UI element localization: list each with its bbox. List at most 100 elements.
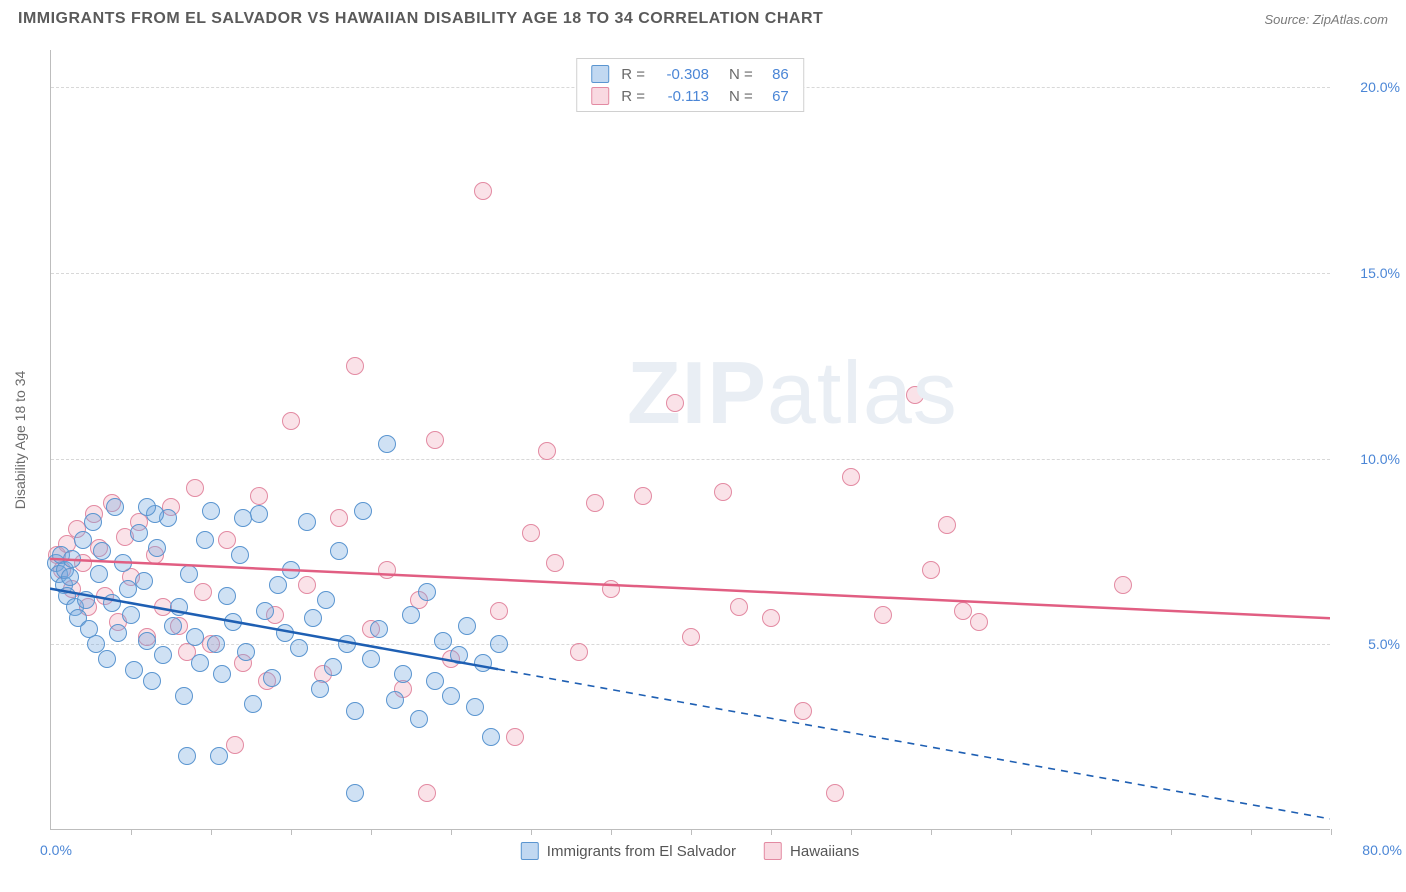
data-point: [311, 680, 329, 698]
data-point: [922, 561, 940, 579]
data-point: [196, 531, 214, 549]
data-point: [63, 550, 81, 568]
n-value-pink: 67: [761, 88, 789, 105]
data-point: [210, 747, 228, 765]
data-point: [826, 784, 844, 802]
data-point: [458, 617, 476, 635]
data-point: [506, 728, 524, 746]
chart-title: IMMIGRANTS FROM EL SALVADOR VS HAWAIIAN …: [18, 10, 823, 28]
data-point: [250, 487, 268, 505]
data-point: [282, 561, 300, 579]
data-point: [426, 431, 444, 449]
legend-series-box: Immigrants from El Salvador Hawaiians: [521, 842, 859, 860]
n-label: N =: [729, 88, 753, 105]
data-point: [218, 587, 236, 605]
data-point: [93, 542, 111, 560]
data-point: [138, 632, 156, 650]
data-point: [122, 606, 140, 624]
data-point: [330, 542, 348, 560]
legend-stats-row-blue: R = -0.308 N = 86: [591, 63, 789, 85]
data-point: [634, 487, 652, 505]
y-tick-label: 15.0%: [1360, 265, 1400, 281]
data-point: [546, 554, 564, 572]
data-point: [226, 736, 244, 754]
x-tick: [451, 829, 452, 835]
x-tick: [1091, 829, 1092, 835]
data-point: [714, 483, 732, 501]
data-point: [143, 672, 161, 690]
data-point: [474, 654, 492, 672]
x-tick: [371, 829, 372, 835]
x-tick: [1251, 829, 1252, 835]
data-point: [324, 658, 342, 676]
data-point: [207, 635, 225, 653]
x-tick: [131, 829, 132, 835]
n-value-blue: 86: [761, 66, 789, 83]
data-point: [269, 576, 287, 594]
data-point: [244, 695, 262, 713]
legend-item-blue: Immigrants from El Salvador: [521, 842, 736, 860]
x-tick: [851, 829, 852, 835]
data-point: [180, 565, 198, 583]
data-point: [263, 669, 281, 687]
chart-area: 5.0%10.0%15.0%20.0% ZIPatlas Disability …: [50, 50, 1330, 830]
r-value-pink: -0.113: [653, 88, 709, 105]
data-point: [154, 646, 172, 664]
r-value-blue: -0.308: [653, 66, 709, 83]
data-point: [490, 635, 508, 653]
x-tick: [1011, 829, 1012, 835]
data-point: [256, 602, 274, 620]
data-point: [237, 643, 255, 661]
plot-box: 5.0%10.0%15.0%20.0%: [50, 50, 1330, 830]
legend-label-pink: Hawaiians: [790, 843, 859, 860]
data-point: [442, 687, 460, 705]
data-point: [218, 531, 236, 549]
data-point: [148, 539, 166, 557]
data-point: [474, 182, 492, 200]
data-point: [482, 728, 500, 746]
data-point: [346, 357, 364, 375]
data-point: [276, 624, 294, 642]
data-point: [175, 687, 193, 705]
data-point: [109, 624, 127, 642]
data-point: [410, 710, 428, 728]
data-point: [138, 498, 156, 516]
data-point: [378, 561, 396, 579]
data-point: [842, 468, 860, 486]
legend-label-blue: Immigrants from El Salvador: [547, 843, 736, 860]
data-point: [191, 654, 209, 672]
swatch-pink-icon: [591, 87, 609, 105]
data-point: [194, 583, 212, 601]
data-point: [730, 598, 748, 616]
x-axis-end-label: 80.0%: [1362, 842, 1402, 858]
data-point: [906, 386, 924, 404]
data-point: [394, 665, 412, 683]
data-point: [170, 598, 188, 616]
y-tick-label: 20.0%: [1360, 79, 1400, 95]
y-tick-label: 5.0%: [1368, 636, 1400, 652]
data-point: [103, 594, 121, 612]
data-point: [570, 643, 588, 661]
data-point: [874, 606, 892, 624]
data-point: [250, 505, 268, 523]
data-point: [231, 546, 249, 564]
source-credit: Source: ZipAtlas.com: [1264, 12, 1388, 27]
data-point: [202, 502, 220, 520]
r-label: R =: [621, 88, 645, 105]
x-tick: [291, 829, 292, 835]
data-point: [466, 698, 484, 716]
data-point: [954, 602, 972, 620]
data-point: [164, 617, 182, 635]
data-point: [418, 784, 436, 802]
swatch-blue-icon: [591, 65, 609, 83]
x-tick: [691, 829, 692, 835]
data-point: [298, 513, 316, 531]
data-point: [970, 613, 988, 631]
data-point: [298, 576, 316, 594]
data-point: [61, 568, 79, 586]
data-point: [125, 661, 143, 679]
legend-item-pink: Hawaiians: [764, 842, 859, 860]
data-point: [666, 394, 684, 412]
x-tick: [1171, 829, 1172, 835]
data-point: [130, 524, 148, 542]
